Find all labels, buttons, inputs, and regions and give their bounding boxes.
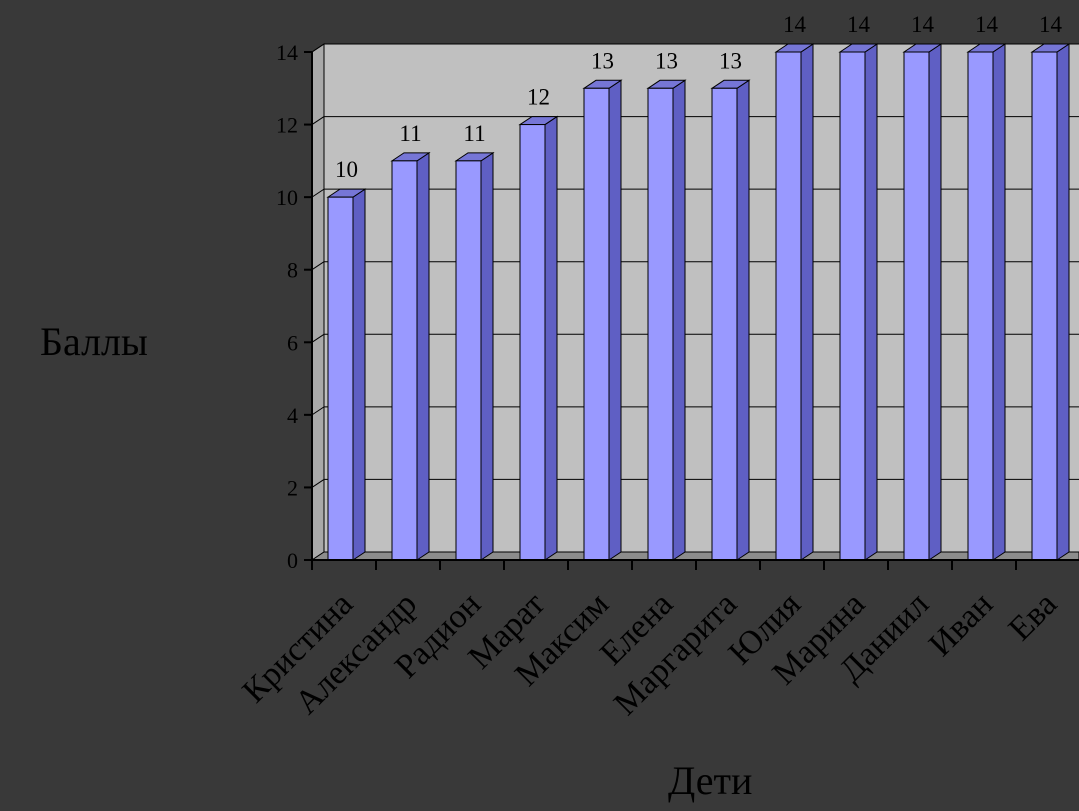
y-axis: 0 2 4 6 8 10 12 14 xyxy=(276,40,313,573)
bar-side xyxy=(352,188,366,561)
data-label: 11 xyxy=(399,121,421,146)
bar xyxy=(902,43,943,561)
y-axis-title: Баллы xyxy=(40,319,148,364)
data-label: 11 xyxy=(463,121,485,146)
y-tick-label: 6 xyxy=(287,330,298,355)
bar xyxy=(774,43,815,561)
data-label: 13 xyxy=(719,48,742,73)
bar xyxy=(838,43,879,561)
bar-front xyxy=(839,51,866,561)
bar xyxy=(966,43,1007,561)
y-tick-label: 0 xyxy=(287,548,298,573)
bar-side xyxy=(1056,43,1070,561)
gridline-side xyxy=(311,406,325,416)
x-tick-label: Иван xyxy=(922,585,1000,663)
bar-side xyxy=(992,43,1006,561)
gridline-side xyxy=(311,261,325,271)
bar xyxy=(646,79,687,561)
bar-front xyxy=(711,87,738,561)
bar xyxy=(710,79,751,561)
bar-front xyxy=(775,51,802,561)
y-tick-label: 2 xyxy=(287,475,298,500)
bar-front xyxy=(583,87,610,561)
data-label: 12 xyxy=(527,85,550,110)
data-label: 14 xyxy=(1039,12,1063,37)
data-label: 10 xyxy=(335,157,358,182)
gridline-side xyxy=(311,188,325,198)
bar xyxy=(390,151,431,561)
gridlines xyxy=(311,43,1079,488)
bar-side xyxy=(736,79,750,561)
bar-front xyxy=(519,124,546,561)
bar-side xyxy=(672,79,686,561)
data-label: 14 xyxy=(783,12,807,37)
y-tick-label: 10 xyxy=(276,185,298,210)
gridline-side xyxy=(311,116,325,125)
y-tick-label: 8 xyxy=(287,258,298,283)
data-label: 14 xyxy=(975,12,999,37)
bar-side xyxy=(800,43,814,561)
gridline-side xyxy=(311,43,325,53)
bar-side xyxy=(416,151,430,561)
bar xyxy=(1030,43,1071,561)
y-tick-label: 14 xyxy=(276,40,298,65)
gridline-side xyxy=(311,479,325,488)
data-labels-group: 10 11 11 12 13 13 13 14 14 14 14 14 xyxy=(335,12,1063,182)
bar-side xyxy=(480,151,494,561)
bar-front xyxy=(391,160,418,561)
bar-side xyxy=(864,43,878,561)
side-wall xyxy=(311,43,325,561)
plot-area xyxy=(310,43,1079,561)
data-label: 13 xyxy=(591,48,614,73)
bar-front xyxy=(327,196,354,561)
bar-front xyxy=(1031,51,1058,561)
bar-side xyxy=(928,43,942,561)
gridline-side xyxy=(311,333,325,343)
bar-front xyxy=(647,87,674,561)
x-tick-label: Ева xyxy=(1002,585,1065,648)
x-axis: КристинаАлександрРадионМаратМаксимЕленаМ… xyxy=(235,559,1079,723)
back-wall xyxy=(323,43,1079,553)
bar xyxy=(326,188,367,561)
data-label: 14 xyxy=(911,12,935,37)
data-label: 14 xyxy=(847,12,871,37)
y-tick-label: 12 xyxy=(276,113,298,138)
y-tick-label: 4 xyxy=(287,403,298,428)
bar xyxy=(582,79,623,561)
bar-front xyxy=(903,51,930,561)
bar-side xyxy=(608,79,622,561)
bar xyxy=(518,115,559,561)
bar xyxy=(454,151,495,561)
bar-side xyxy=(544,115,558,561)
x-axis-title: Дети xyxy=(668,758,753,803)
bar-front xyxy=(455,160,482,561)
bar-front xyxy=(967,51,994,561)
data-label: 13 xyxy=(655,48,678,73)
